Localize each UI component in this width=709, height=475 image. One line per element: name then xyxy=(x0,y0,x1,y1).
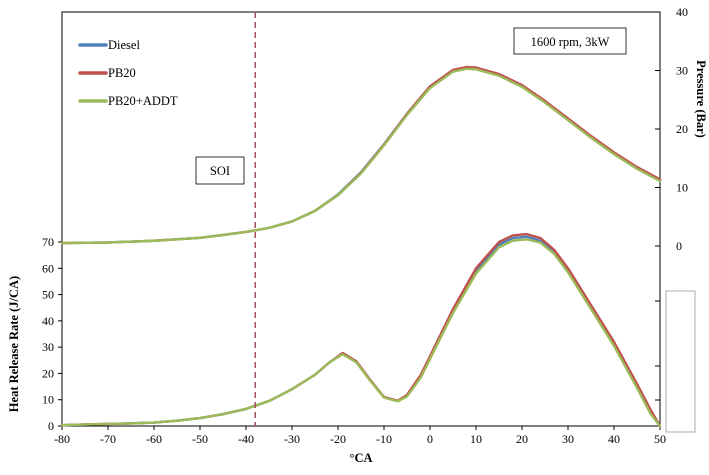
series-lines xyxy=(60,65,662,428)
plot-frame xyxy=(61,11,661,427)
hrr-line-pb20-addt xyxy=(60,238,662,428)
left-tick-label: 30 xyxy=(42,340,54,354)
x-tick-label: 20 xyxy=(516,432,528,446)
hrr-line-pb20 xyxy=(60,232,662,428)
x-axis-title: °CA xyxy=(349,451,372,465)
x-tick-label: -30 xyxy=(284,432,300,446)
right-tick-label: 0 xyxy=(676,239,682,253)
left-tick-label: 0 xyxy=(48,419,54,433)
right-tick-label: 30 xyxy=(676,64,688,78)
legend-label-pb20: PB20 xyxy=(108,66,136,80)
x-tick-label: 40 xyxy=(608,432,620,446)
right-tick-label: 40 xyxy=(676,5,688,19)
legend: Diesel PB20 PB20+ADDT xyxy=(78,38,178,108)
soi-label: SOI xyxy=(210,164,230,178)
x-tick-label: -70 xyxy=(100,432,116,446)
left-tick-label: 10 xyxy=(42,393,54,407)
x-tick-label: 30 xyxy=(562,432,574,446)
x-tick-label: 50 xyxy=(654,432,666,446)
left-axis-ticks: 0 10 20 30 40 50 60 70 xyxy=(42,235,62,433)
right-blank-box xyxy=(665,290,696,433)
x-tick-label: -10 xyxy=(376,432,392,446)
condition-label: 1600 rpm, 3kW xyxy=(531,35,610,49)
left-tick-label: 50 xyxy=(42,288,54,302)
soi-box: SOI xyxy=(195,156,245,185)
x-tick-label: 0 xyxy=(427,432,433,446)
right-tick-label: 20 xyxy=(676,122,688,136)
x-axis-ticks: -80 -70 -60 -50 -40 -30 -20 -10 0 10 20 30 40 50 xyxy=(54,426,666,446)
x-tick-label: -60 xyxy=(146,432,162,446)
right-axis-ticks: 0 10 20 30 40 xyxy=(655,5,688,401)
x-tick-label: -20 xyxy=(330,432,346,446)
x-tick-label: 10 xyxy=(470,432,482,446)
left-tick-label: 40 xyxy=(42,314,54,328)
legend-label-diesel: Diesel xyxy=(108,38,140,52)
left-tick-label: 60 xyxy=(42,261,54,275)
left-axis-title: Heat Release Rate (J/CA) xyxy=(7,276,21,412)
hrr-line-diesel xyxy=(60,235,662,428)
x-tick-label: -80 xyxy=(54,432,70,446)
condition-box: 1600 rpm, 3kW xyxy=(513,27,627,55)
right-axis-title: Pressure (Bar) xyxy=(694,60,708,138)
legend-label-pb20-addt: PB20+ADDT xyxy=(108,94,178,108)
right-tick-label: 10 xyxy=(676,181,688,195)
left-tick-label: 70 xyxy=(42,235,54,249)
pressure-line-pb20-addt xyxy=(60,67,662,245)
x-tick-label: -50 xyxy=(192,432,208,446)
plot-border xyxy=(61,11,661,427)
x-tick-label: -40 xyxy=(238,432,254,446)
left-tick-label: 20 xyxy=(42,366,54,380)
